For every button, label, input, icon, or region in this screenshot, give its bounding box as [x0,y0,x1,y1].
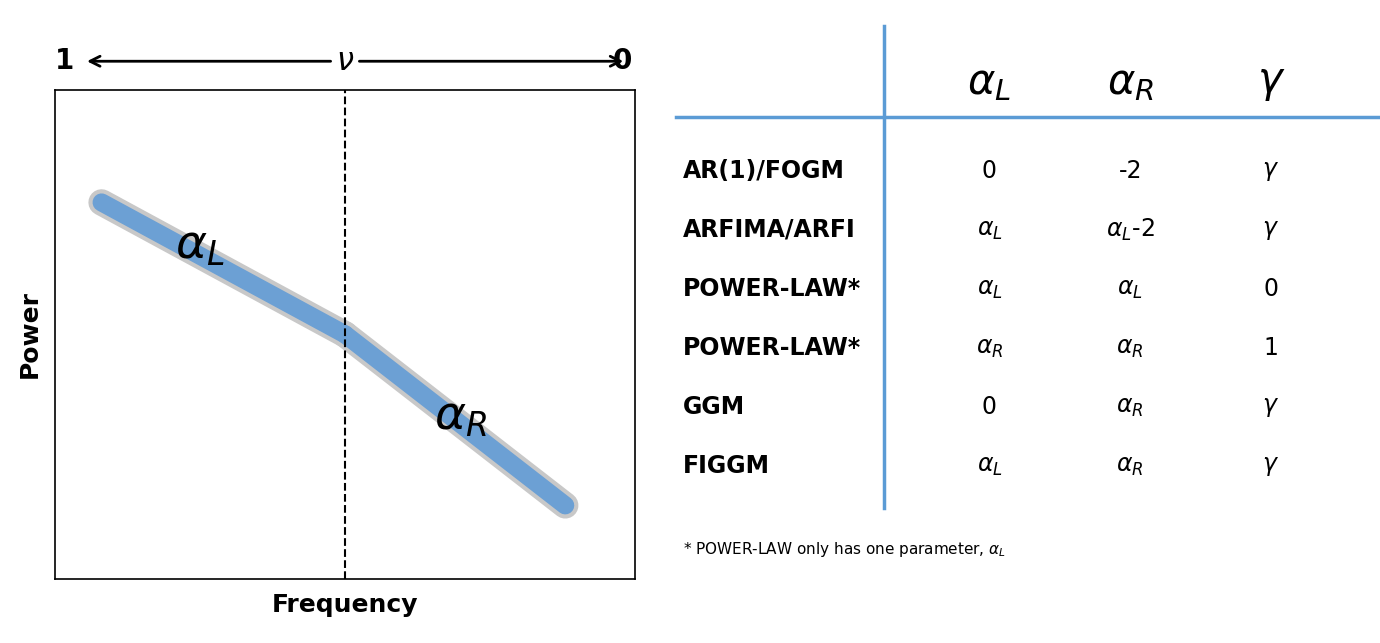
Text: 0: 0 [613,47,632,75]
Text: $\alpha_R$: $\alpha_R$ [1116,395,1144,419]
Text: ARFIMA/ARFI: ARFIMA/ARFI [683,218,856,242]
Text: $\gamma$: $\gamma$ [1257,61,1285,103]
Text: $\alpha_R$: $\alpha_R$ [1116,336,1144,360]
Text: $\alpha_L$-2: $\alpha_L$-2 [1105,217,1155,243]
Text: $\alpha_R$: $\alpha_R$ [1116,455,1144,478]
Text: $\alpha_L$: $\alpha_L$ [1118,277,1143,301]
Text: 0: 0 [983,395,996,419]
Text: $\gamma$: $\gamma$ [1263,455,1279,478]
Text: $\alpha_R$: $\alpha_R$ [435,395,487,440]
Text: -2: -2 [1118,159,1141,183]
Text: 1: 1 [55,47,75,75]
X-axis label: Frequency: Frequency [272,593,418,617]
Text: POWER-LAW*: POWER-LAW* [683,336,861,360]
Text: POWER-LAW*: POWER-LAW* [683,277,861,301]
Text: $\alpha_L$: $\alpha_L$ [175,224,225,269]
Y-axis label: Power: Power [18,291,41,378]
Text: $\gamma$: $\gamma$ [1263,218,1279,242]
Text: $\alpha_L$: $\alpha_L$ [977,455,1002,478]
Text: $\alpha_L$: $\alpha_L$ [967,61,1012,103]
Text: 0: 0 [1264,277,1278,301]
Text: $\alpha_R$: $\alpha_R$ [1107,61,1154,103]
Text: 1: 1 [1264,336,1278,360]
Text: $\gamma$: $\gamma$ [1263,159,1279,183]
Text: $\gamma$: $\gamma$ [1263,395,1279,419]
Text: FIGGM: FIGGM [683,455,770,478]
Text: 0: 0 [983,159,996,183]
Text: GGM: GGM [683,395,745,419]
Text: $\alpha_L$: $\alpha_L$ [977,218,1002,242]
Text: $\nu$: $\nu$ [335,47,355,76]
Text: AR(1)/FOGM: AR(1)/FOGM [683,159,845,183]
Text: $\alpha_L$: $\alpha_L$ [977,277,1002,301]
Text: * POWER-LAW only has one parameter, $\alpha_L$: * POWER-LAW only has one parameter, $\al… [683,539,1006,559]
Text: $\alpha_R$: $\alpha_R$ [976,336,1003,360]
